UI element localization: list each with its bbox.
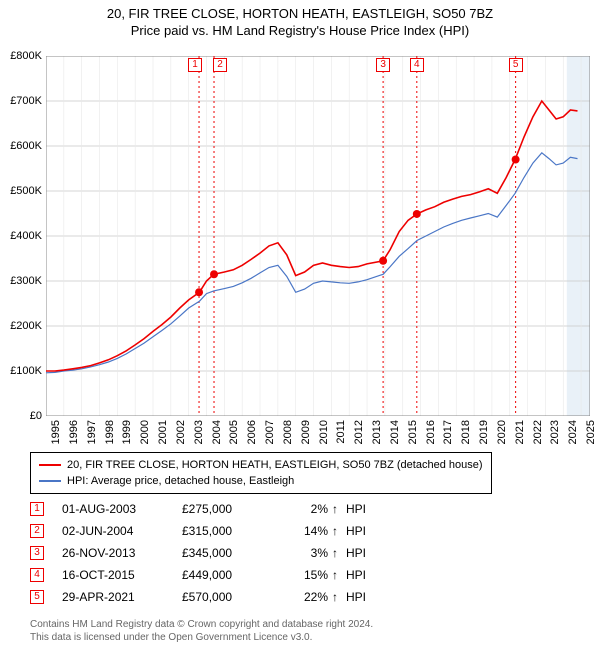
sale-pct: 22% <box>282 590 332 604</box>
y-axis-label: £500K <box>0 185 42 197</box>
x-axis-label: 2025 <box>585 420 597 444</box>
x-axis-label: 2008 <box>282 420 294 444</box>
sale-index: 3 <box>30 546 44 560</box>
sale-price: £345,000 <box>182 546 282 560</box>
sale-price: £449,000 <box>182 568 282 582</box>
y-axis-label: £400K <box>0 230 42 242</box>
title-line-1: 20, FIR TREE CLOSE, HORTON HEATH, EASTLE… <box>0 6 600 21</box>
sale-marker: 2 <box>213 58 227 72</box>
sale-index: 1 <box>30 502 44 516</box>
x-axis-label: 2012 <box>353 420 365 444</box>
sale-index: 2 <box>30 524 44 538</box>
sale-date: 26-NOV-2013 <box>62 546 182 560</box>
chart-area: £0£100K£200K£300K£400K£500K£600K£700K£80… <box>46 56 590 416</box>
x-axis-label: 2009 <box>300 420 312 444</box>
sale-price: £275,000 <box>182 502 282 516</box>
x-axis-label: 2017 <box>442 420 454 444</box>
sale-vs-hpi: HPI <box>346 546 366 560</box>
title-line-2: Price paid vs. HM Land Registry's House … <box>0 23 600 38</box>
sale-price: £570,000 <box>182 590 282 604</box>
legend-row-property: 20, FIR TREE CLOSE, HORTON HEATH, EASTLE… <box>39 457 483 473</box>
sale-date: 16-OCT-2015 <box>62 568 182 582</box>
y-axis-label: £300K <box>0 275 42 287</box>
y-axis-label: £600K <box>0 140 42 152</box>
x-axis-label: 2000 <box>139 420 151 444</box>
x-axis-label: 2006 <box>246 420 258 444</box>
y-axis-label: £800K <box>0 50 42 62</box>
footer-line-1: Contains HM Land Registry data © Crown c… <box>30 618 373 631</box>
up-arrow-icon: ↑ <box>332 590 346 604</box>
sale-date: 29-APR-2021 <box>62 590 182 604</box>
sale-pct: 3% <box>282 546 332 560</box>
sale-marker: 5 <box>509 58 523 72</box>
x-axis-label: 2024 <box>567 420 579 444</box>
x-axis-label: 2010 <box>318 420 330 444</box>
sales-table-row: 3 26-NOV-2013£345,0003%↑HPI <box>30 542 366 564</box>
sale-pct: 2% <box>282 502 332 516</box>
sale-pct: 15% <box>282 568 332 582</box>
sale-vs-hpi: HPI <box>346 502 366 516</box>
footer-line-2: This data is licensed under the Open Gov… <box>30 631 373 644</box>
y-axis-label: £0 <box>0 410 42 422</box>
x-axis-label: 2020 <box>496 420 508 444</box>
x-axis-label: 1999 <box>121 420 133 444</box>
legend: 20, FIR TREE CLOSE, HORTON HEATH, EASTLE… <box>30 452 492 494</box>
x-axis-label: 1996 <box>68 420 80 444</box>
sale-marker: 1 <box>188 58 202 72</box>
legend-swatch-property <box>39 464 61 466</box>
x-axis-label: 2016 <box>425 420 437 444</box>
sale-index: 5 <box>30 590 44 604</box>
x-axis-label: 2013 <box>371 420 383 444</box>
sales-table-row: 5 29-APR-2021£570,00022%↑HPI <box>30 586 366 608</box>
sale-date: 01-AUG-2003 <box>62 502 182 516</box>
x-axis-label: 1995 <box>50 420 62 444</box>
sale-date: 02-JUN-2004 <box>62 524 182 538</box>
sale-vs-hpi: HPI <box>346 568 366 582</box>
x-axis-label: 2019 <box>478 420 490 444</box>
legend-label-hpi: HPI: Average price, detached house, East… <box>67 473 294 489</box>
x-axis-label: 2015 <box>407 420 419 444</box>
x-axis-label: 2001 <box>157 420 169 444</box>
y-axis-label: £100K <box>0 365 42 377</box>
x-axis-label: 2014 <box>389 420 401 444</box>
legend-swatch-hpi <box>39 480 61 482</box>
sale-index: 4 <box>30 568 44 582</box>
up-arrow-icon: ↑ <box>332 546 346 560</box>
x-axis-label: 2005 <box>228 420 240 444</box>
sale-marker: 4 <box>410 58 424 72</box>
sales-table: 101-AUG-2003£275,0002%↑HPI202-JUN-2004£3… <box>30 498 366 608</box>
sale-pct: 14% <box>282 524 332 538</box>
sales-table-row: 2 02-JUN-2004£315,00014%↑HPI <box>30 520 366 542</box>
x-axis-label: 2002 <box>175 420 187 444</box>
footer: Contains HM Land Registry data © Crown c… <box>30 618 373 644</box>
sales-table-row: 1 01-AUG-2003£275,0002%↑HPI <box>30 498 366 520</box>
x-axis-label: 2023 <box>549 420 561 444</box>
legend-row-hpi: HPI: Average price, detached house, East… <box>39 473 483 489</box>
y-axis-label: £700K <box>0 95 42 107</box>
chart-title: 20, FIR TREE CLOSE, HORTON HEATH, EASTLE… <box>0 0 600 38</box>
up-arrow-icon: ↑ <box>332 568 346 582</box>
up-arrow-icon: ↑ <box>332 524 346 538</box>
x-axis-label: 2003 <box>193 420 205 444</box>
legend-label-property: 20, FIR TREE CLOSE, HORTON HEATH, EASTLE… <box>67 457 483 473</box>
x-axis-label: 2007 <box>264 420 276 444</box>
y-axis-label: £200K <box>0 320 42 332</box>
x-axis-label: 2004 <box>211 420 223 444</box>
sale-vs-hpi: HPI <box>346 524 366 538</box>
chart-svg <box>46 56 590 416</box>
x-axis-label: 1997 <box>86 420 98 444</box>
sale-price: £315,000 <box>182 524 282 538</box>
sale-marker: 3 <box>376 58 390 72</box>
sales-table-row: 4 16-OCT-2015£449,00015%↑HPI <box>30 564 366 586</box>
x-axis-label: 1998 <box>104 420 116 444</box>
sale-vs-hpi: HPI <box>346 590 366 604</box>
x-axis-label: 2022 <box>532 420 544 444</box>
x-axis-label: 2011 <box>335 420 347 444</box>
up-arrow-icon: ↑ <box>332 502 346 516</box>
x-axis-label: 2021 <box>514 420 526 444</box>
x-axis-label: 2018 <box>460 420 472 444</box>
